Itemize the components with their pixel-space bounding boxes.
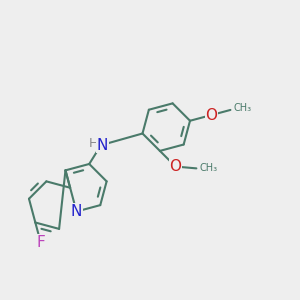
Text: H: H bbox=[89, 137, 98, 150]
Text: F: F bbox=[36, 235, 45, 250]
Text: CH₃: CH₃ bbox=[200, 164, 217, 173]
Text: CH₃: CH₃ bbox=[233, 103, 251, 113]
Text: O: O bbox=[169, 159, 181, 174]
Text: N: N bbox=[97, 138, 108, 153]
Text: N: N bbox=[71, 204, 82, 219]
Text: O: O bbox=[206, 107, 218, 122]
